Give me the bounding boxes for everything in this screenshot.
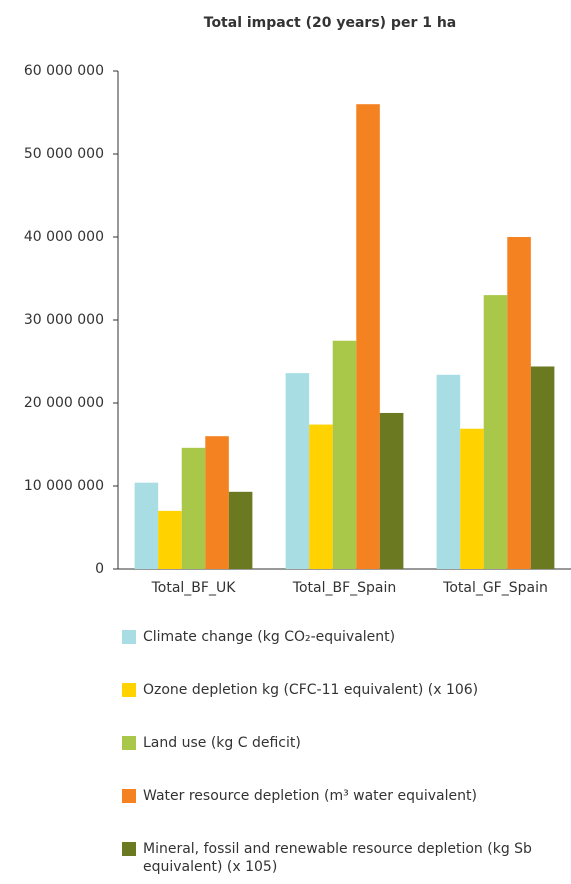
chart: Total impact (20 years) per 1 ha 0 10 000… [24, 15, 571, 596]
bar [181, 447, 206, 569]
bar [483, 295, 508, 569]
legend-item: Mineral, fossil and renewable resource d… [122, 840, 568, 876]
bar [285, 373, 310, 569]
bar [332, 340, 357, 569]
bar [507, 237, 531, 569]
y-tick-label: 20 000 000 [24, 395, 104, 411]
bar [309, 424, 333, 569]
legend-swatch [122, 842, 136, 856]
bar [379, 412, 404, 569]
y-tick-label: 60 000 000 [24, 63, 104, 79]
x-tick-label: Total_BF_UK [151, 580, 237, 596]
y-tick-label: 30 000 000 [24, 312, 104, 328]
legend-label: Climate change (kg CO₂-equivalent) [143, 629, 396, 645]
bar [158, 510, 182, 569]
legend-label: Ozone depletion kg (CFC-11 equivalent) (… [143, 682, 479, 698]
legend-item: Land use (kg C deficit) [122, 734, 568, 752]
legend-label: Water resource depletion (m³ water equiv… [143, 788, 477, 804]
x-tick-label: Total_BF_Spain [292, 580, 396, 596]
x-tick-label: Total_GF_Spain [442, 580, 548, 596]
legend-swatch [122, 630, 136, 644]
legend-item: Climate change (kg CO₂-equivalent) [122, 628, 568, 646]
bar [228, 491, 253, 569]
y-tick-label: 50 000 000 [24, 146, 104, 162]
bar [436, 374, 461, 569]
legend-swatch [122, 683, 136, 697]
bar [356, 104, 380, 569]
bar [530, 366, 555, 569]
legend-swatch [122, 789, 136, 803]
legend-item: Water resource depletion (m³ water equiv… [122, 787, 568, 805]
y-tick-label: 0 [95, 561, 104, 577]
bar [205, 436, 229, 569]
bar [460, 428, 484, 569]
chart-title: Total impact (20 years) per 1 ha [204, 15, 457, 31]
legend-item: Ozone depletion kg (CFC-11 equivalent) (… [122, 681, 568, 699]
legend-label: Mineral, fossil and renewable resource d… [143, 841, 532, 875]
bar [134, 482, 159, 569]
legend-label: Land use (kg C deficit) [143, 735, 301, 751]
y-tick-label: 10 000 000 [24, 478, 104, 494]
legend-swatch [122, 736, 136, 750]
y-tick-label: 40 000 000 [24, 229, 104, 245]
